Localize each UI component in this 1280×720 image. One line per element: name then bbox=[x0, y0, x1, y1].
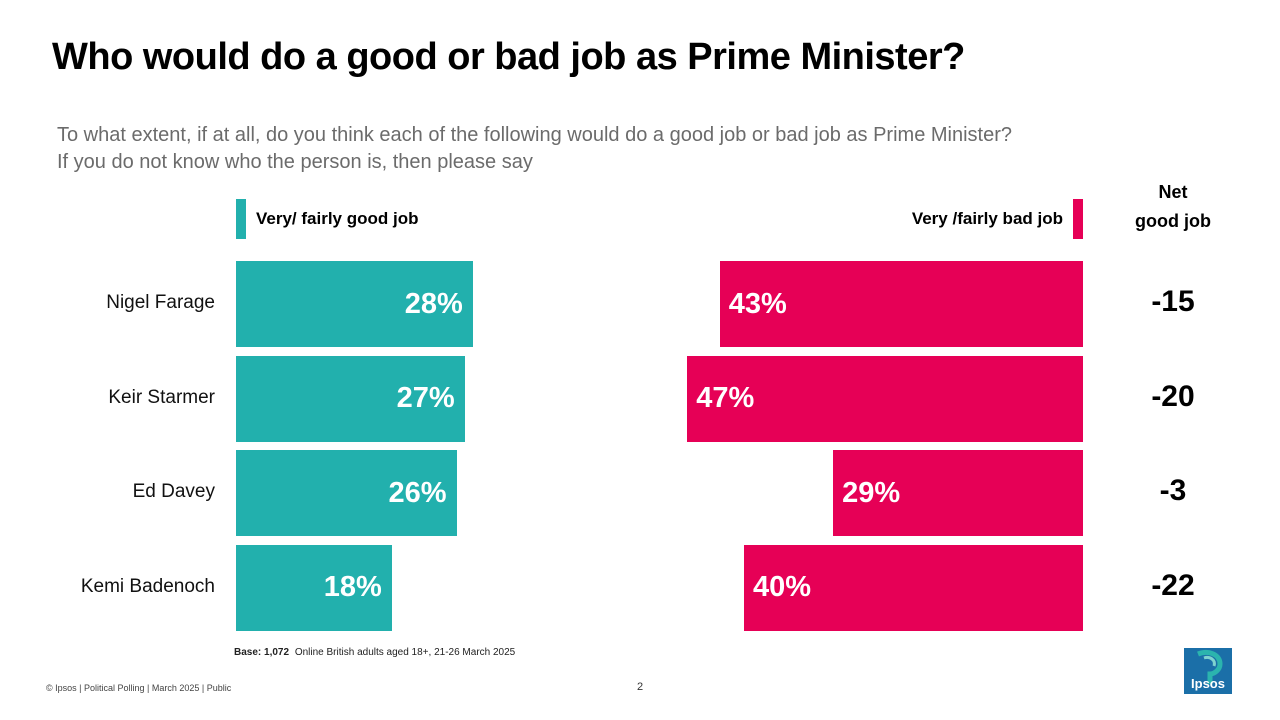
row-label: Keir Starmer bbox=[108, 386, 215, 408]
good-job-bar: 18% bbox=[236, 544, 392, 631]
net-header: Net good job bbox=[1118, 178, 1228, 236]
bad-job-bar: 47% bbox=[687, 355, 1083, 442]
legend-bad-label: Very /fairly bad job bbox=[911, 209, 1063, 228]
good-job-bar: 28% bbox=[236, 261, 473, 347]
base-note: Base: 1,072 Online British adults aged 1… bbox=[234, 647, 515, 658]
base-label: Base: 1,072 bbox=[234, 647, 290, 658]
row-label: Nigel Farage bbox=[106, 292, 215, 313]
net-header-line-2: good job bbox=[1135, 211, 1211, 231]
page-title: Who would do a good or bad job as Prime … bbox=[52, 36, 965, 78]
good-job-bar: 26% bbox=[236, 450, 457, 536]
ipsos-logo-icon bbox=[1197, 649, 1223, 684]
logo-text: Ipsos bbox=[1191, 676, 1225, 691]
legend-bad: Very /fairly bad job bbox=[912, 199, 1083, 239]
net-header-line-1: Net bbox=[1158, 182, 1188, 202]
bad-job-value-label: 43% bbox=[728, 287, 787, 320]
question-line-2: If you do not know who the person is, th… bbox=[57, 151, 533, 173]
base-text: Online British adults aged 18+, 21-26 Ma… bbox=[294, 647, 516, 658]
footer-text: © Ipsos | Political Polling | March 2025… bbox=[46, 683, 232, 693]
row-label: Ed Davey bbox=[132, 481, 215, 502]
bad-job-bar: 40% bbox=[744, 544, 1083, 631]
question-text: To what extent, if at all, do you think … bbox=[57, 122, 1157, 176]
good-job-bar: 27% bbox=[236, 355, 465, 442]
legend-good-label: Very/ fairly good job bbox=[256, 209, 419, 228]
net-good-job-value: -22 bbox=[1151, 568, 1195, 602]
bad-job-value-label: 47% bbox=[696, 382, 755, 414]
good-job-value-label: 18% bbox=[323, 571, 382, 603]
good-job-value-label: 27% bbox=[396, 382, 455, 414]
legend-good-swatch bbox=[236, 199, 246, 239]
question-line-1: To what extent, if at all, do you think … bbox=[57, 124, 1012, 146]
ipsos-logo: Ipsos bbox=[1184, 648, 1232, 694]
bad-job-value-label: 40% bbox=[753, 571, 812, 603]
good-job-value-label: 26% bbox=[388, 476, 447, 509]
page-number: 2 bbox=[636, 681, 644, 693]
bad-job-bar: 29% bbox=[833, 450, 1083, 536]
net-good-job-value: -20 bbox=[1151, 379, 1195, 413]
bad-job-bar: 43% bbox=[719, 261, 1083, 347]
good-job-value-label: 28% bbox=[404, 287, 463, 320]
net-good-job-value: -15 bbox=[1151, 285, 1195, 318]
legend-good: Very/ fairly good job bbox=[236, 199, 418, 239]
legend-bad-swatch bbox=[1073, 199, 1083, 239]
bad-job-value-label: 29% bbox=[842, 476, 901, 509]
net-good-job-value: -3 bbox=[1159, 474, 1187, 507]
row-label: Kemi Badenoch bbox=[80, 575, 215, 597]
